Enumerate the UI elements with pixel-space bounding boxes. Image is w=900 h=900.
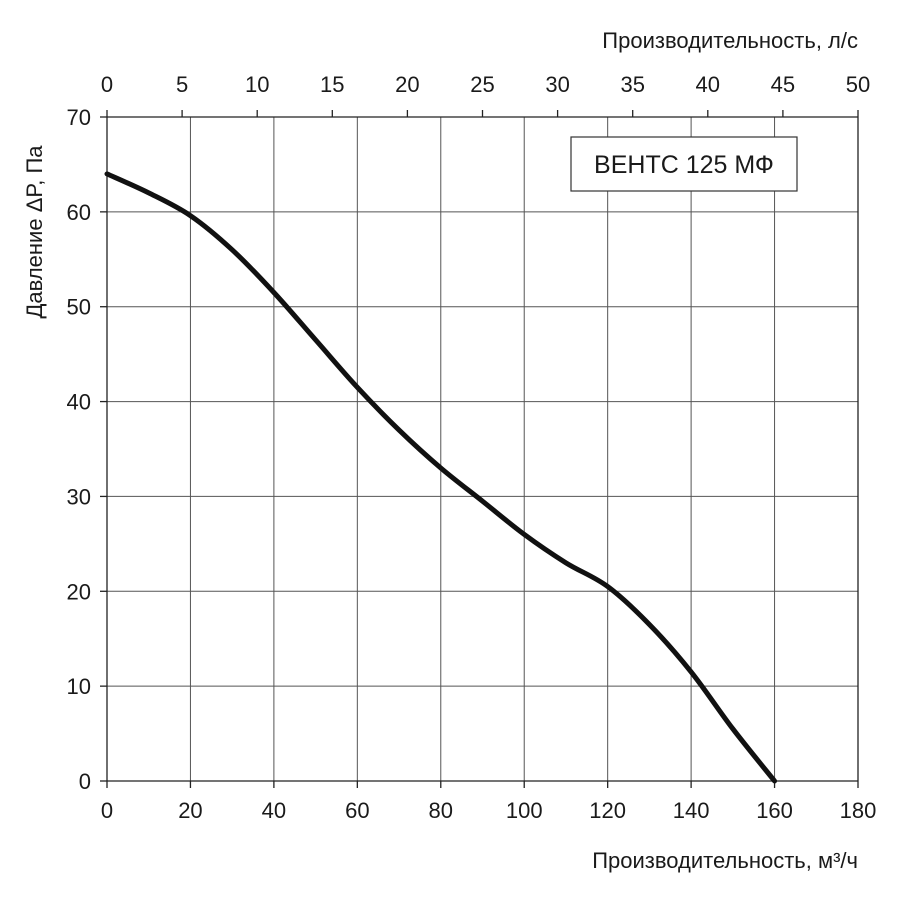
- grid: [106, 116, 859, 782]
- left-tick-label: 70: [67, 105, 91, 130]
- bottom-tick-label: 100: [506, 798, 543, 823]
- top-axis-title: Производительность, л/с: [602, 28, 858, 53]
- series-curve-vents-125-mf: [104, 171, 778, 784]
- left-axis-title: Давление ΔP, Па: [22, 145, 47, 319]
- bottom-axis-title: Производительность, м³/ч: [592, 848, 858, 873]
- bottom-tick-label: 80: [429, 798, 453, 823]
- legend-series-label: ВЕНТС 125 МФ: [594, 151, 774, 179]
- series-layer: [104, 171, 778, 784]
- left-tick-label: 60: [67, 200, 91, 225]
- legend-box: ВЕНТС 125 МФ: [570, 136, 798, 192]
- bottom-tick-label: 0: [101, 798, 113, 823]
- top-tick-label: 25: [470, 72, 494, 97]
- top-tick-label: 10: [245, 72, 269, 97]
- top-tick-label: 20: [395, 72, 419, 97]
- left-tick-label: 0: [79, 769, 91, 794]
- top-tick-label: 0: [101, 72, 113, 97]
- top-tick-label: 30: [545, 72, 569, 97]
- left-tick-label: 50: [67, 295, 91, 320]
- top-tick-label: 35: [620, 72, 644, 97]
- top-tick-label: 40: [696, 72, 720, 97]
- top-tick-label: 45: [771, 72, 795, 97]
- top-tick-label: 15: [320, 72, 344, 97]
- legend-frame: [570, 136, 798, 192]
- top-tick-label: 5: [176, 72, 188, 97]
- left-tick-label: 30: [67, 484, 91, 509]
- bottom-tick-label: 140: [673, 798, 710, 823]
- top-tick-label: 50: [846, 72, 870, 97]
- bottom-tick-label: 40: [262, 798, 286, 823]
- bottom-tick-label: 160: [756, 798, 793, 823]
- bottom-tick-label: 60: [345, 798, 369, 823]
- bottom-tick-label: 20: [178, 798, 202, 823]
- left-tick-label: 20: [67, 579, 91, 604]
- bottom-tick-label: 180: [840, 798, 877, 823]
- bottom-tick-label: 120: [589, 798, 626, 823]
- left-tick-label: 10: [67, 674, 91, 699]
- left-tick-label: 40: [67, 390, 91, 415]
